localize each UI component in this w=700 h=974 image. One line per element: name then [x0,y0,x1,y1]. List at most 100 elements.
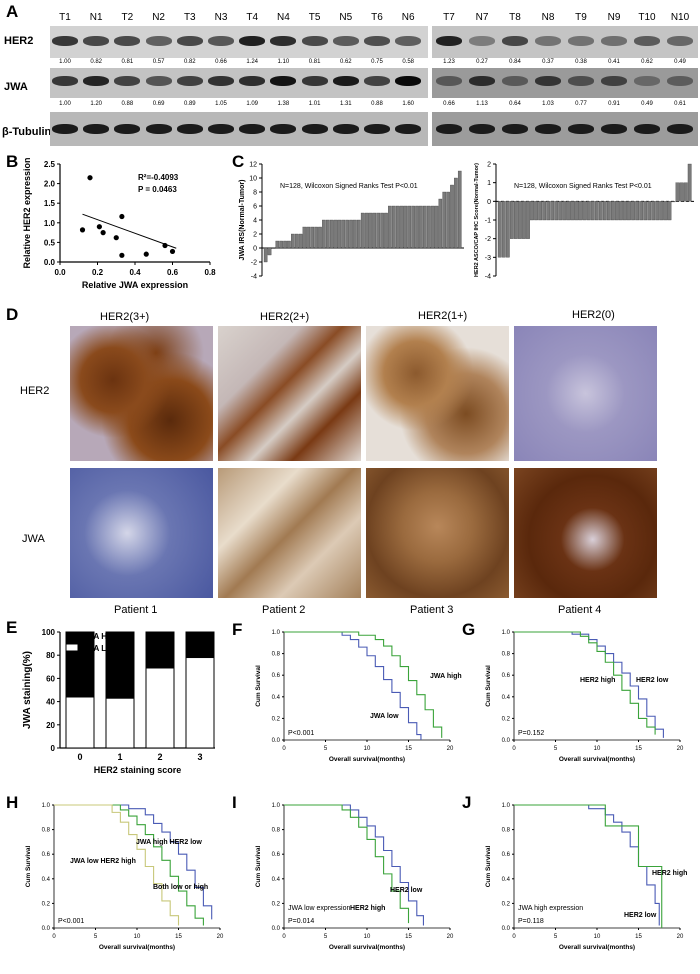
row-label-jwa: JWA [4,81,28,93]
column-header-her2-2plus: HER2(2+) [260,311,310,323]
data-point [100,230,106,236]
bar [566,201,571,221]
bar [450,184,454,249]
jwa-value: 1.60 [402,101,415,107]
her2-band [568,36,594,46]
x-axis-label: Overall survival(months) [99,944,175,951]
bar [322,219,326,249]
bar [594,201,599,221]
bar-jwa-low [65,696,95,749]
tubulin-band [395,124,422,134]
x-axis-label: Relative JWA expression [82,280,188,290]
y-tick-label: 60 [46,674,55,683]
bar [635,201,640,221]
p-value: P=0.118 [518,918,544,925]
jwa-value: 1.38 [277,101,290,107]
tubulin-band [176,124,203,134]
her2-band [176,36,203,46]
tubulin-band [502,124,528,134]
y-axis-label: JWA IRS(Normal-Tumor) [239,180,246,261]
her2-value: 0.58 [402,59,415,65]
her2-band [469,36,495,46]
her2-value: 0.62 [641,59,653,65]
panel-label-j: J [462,793,472,812]
curve-label: HER2 low [624,912,657,919]
bar [368,212,373,249]
her2-band [667,36,693,46]
data-point [79,227,86,233]
y-axis-label: Cum Survival [485,665,492,707]
bar [631,201,635,221]
jwa-band [301,76,328,86]
bar [333,219,338,249]
y-tick-label: 1 [487,180,491,187]
jwa-value: 0.91 [608,101,620,107]
bar [279,240,283,249]
survival-chart-g: 0.0 0.2 0.4 0.6 0.8 1.0 0 5 10 15 20 Overall surviv… [485,630,684,763]
bar [337,219,342,249]
bar [360,212,365,249]
p-value: P<0.001 [288,730,314,737]
jwa-band [176,76,203,86]
jwa-band [395,76,422,86]
y-tick-label: 0.4 [502,695,511,701]
y-tick-label: 0.6 [42,852,51,858]
curve-label: HER2 high [652,870,687,877]
jwa-band [52,76,78,86]
survival-curve [284,804,424,926]
bar [267,247,272,256]
legend-label-high: JWA High [82,632,119,641]
her2-band [364,36,390,46]
bar [679,182,684,202]
jwa-value: 1.09 [246,101,259,107]
x-tick-label: 0 [282,746,286,752]
tubulin-band [145,124,172,134]
ihc-image-her2-p1 [70,326,213,461]
lane-label: T6 [371,12,383,23]
bar [411,205,415,249]
x-axis-label: Overall survival(months) [329,756,405,763]
y-tick-label: -4 [251,274,257,281]
x-tick-label: 1 [117,752,122,762]
jwa-value: 1.03 [542,101,554,107]
her2-value: 1.23 [443,59,455,65]
y-tick-label: -2 [485,236,491,243]
y-tick-label: 0.0 [502,926,511,932]
tubulin-band [634,124,660,134]
bar [325,219,330,249]
patient-label-4: Patient 4 [558,604,602,616]
x-tick-label: 15 [405,934,412,940]
her2-band [301,36,328,46]
p-value: P=0.014 [288,918,314,925]
y-tick-label: 0.0 [42,926,51,932]
her2-value: 0.62 [339,59,352,65]
lane-label: T7 [443,12,455,23]
x-tick-label: 15 [405,746,412,752]
data-point [119,252,125,258]
her2-value: 0.81 [121,59,134,65]
y-tick-label: 80 [46,651,55,660]
data-point [143,251,149,257]
x-tick-label: 0.8 [204,268,216,277]
y-tick-label: 0.8 [42,828,51,834]
bar [615,201,619,221]
subtitle: JWA low expression [288,905,350,912]
y-tick-label: 0.2 [272,716,281,722]
bar [538,201,543,221]
tubulin-band [270,124,297,134]
y-tick-label: 0.2 [502,716,511,722]
lane-label: T4 [246,12,259,23]
bar [403,205,408,249]
bar [509,201,514,239]
jwa-value: 1.31 [339,101,352,107]
lane-label: T9 [575,12,587,23]
y-tick-label: 0.5 [44,238,56,247]
p-value: P=0.152 [518,730,544,737]
bar [683,182,688,202]
x-tick-label: 2 [157,752,162,762]
her2-band [535,36,561,46]
y-tick-label: 1.0 [272,803,281,809]
tubulin-band [667,124,693,134]
bar-jwa-high [105,631,135,699]
curve-label: JWA low [370,713,399,720]
